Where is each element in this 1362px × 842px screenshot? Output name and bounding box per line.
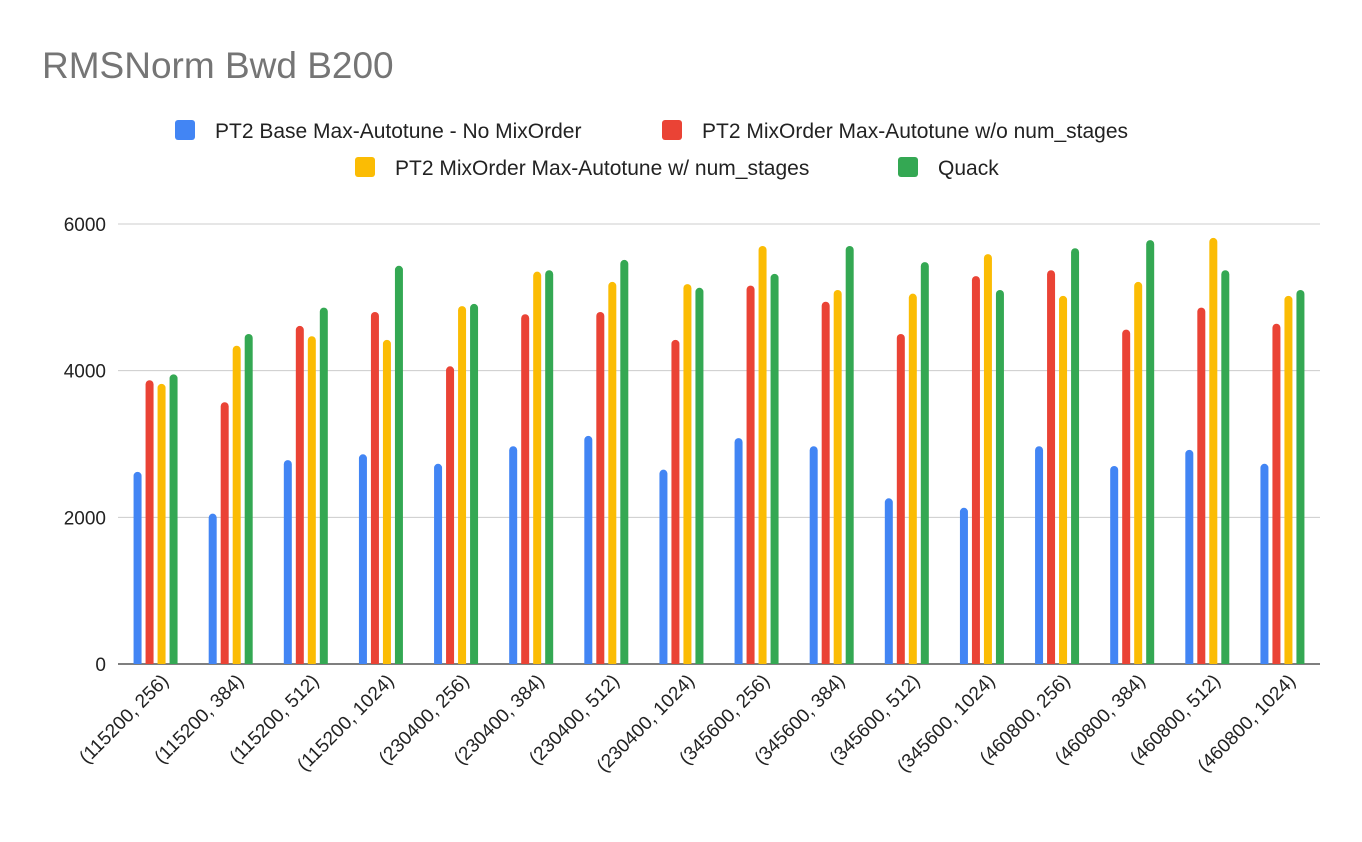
- legend-label: PT2 MixOrder Max-Autotune w/o num_stages: [702, 120, 1128, 143]
- bar: [509, 446, 518, 664]
- bar: [1272, 323, 1281, 664]
- bar: [908, 293, 917, 664]
- bar: [995, 290, 1004, 664]
- bar: [1059, 295, 1068, 664]
- bar: [971, 276, 980, 664]
- legend-label: Quack: [938, 157, 999, 180]
- bar: [1110, 466, 1119, 664]
- bar: [319, 307, 328, 664]
- bar: [545, 270, 554, 664]
- gridlines: 0 2000 4000 6000: [64, 215, 1320, 676]
- bar: [1134, 281, 1143, 664]
- bar: [394, 265, 403, 664]
- bar: [959, 507, 968, 664]
- legend-swatch: [662, 120, 682, 140]
- legend-label: PT2 Base Max-Autotune - No MixOrder: [215, 120, 581, 143]
- bar: [983, 254, 992, 664]
- legend-swatch: [175, 120, 195, 140]
- bar: [133, 471, 142, 664]
- bar: [1260, 463, 1269, 664]
- bar: [770, 273, 779, 664]
- bar: [584, 435, 593, 664]
- bar: [620, 259, 629, 664]
- chart-title: RMSNorm Bwd B200: [42, 45, 394, 86]
- bar: [1221, 270, 1230, 664]
- bar: [1296, 290, 1305, 664]
- bar: [746, 285, 755, 664]
- bar: [1197, 307, 1206, 664]
- bar: [845, 246, 854, 664]
- x-axis-labels: (115200, 256)(115200, 384)(115200, 512)(…: [76, 671, 1300, 777]
- bar: [1146, 240, 1155, 664]
- bar: [521, 314, 530, 664]
- bar: [671, 339, 680, 664]
- bar: [458, 306, 467, 664]
- bar: [208, 513, 217, 664]
- bar: [446, 366, 455, 664]
- bar: [220, 402, 229, 664]
- bars: [133, 237, 1305, 664]
- bar: [1122, 329, 1131, 664]
- bar: [470, 303, 479, 664]
- legend-swatch: [898, 157, 918, 177]
- y-tick-label: 2000: [64, 508, 106, 529]
- bar: [884, 498, 893, 664]
- bar: [608, 281, 617, 664]
- bar: [734, 438, 743, 664]
- bar: [659, 469, 668, 664]
- bar: [283, 460, 292, 664]
- bar: [370, 312, 379, 664]
- bar: [1209, 237, 1218, 664]
- bar: [533, 271, 542, 664]
- bar: [145, 380, 154, 664]
- bar: [920, 262, 929, 664]
- bar: [295, 325, 304, 664]
- bar: [244, 334, 253, 664]
- bar: [307, 336, 316, 664]
- bar: [358, 454, 367, 664]
- bar: [1071, 248, 1080, 664]
- bar: [833, 290, 842, 664]
- legend: PT2 Base Max-Autotune - No MixOrder PT2 M…: [175, 120, 1128, 180]
- y-tick-label: 0: [95, 655, 106, 676]
- bar: [382, 339, 391, 664]
- bar: [758, 246, 767, 664]
- y-tick-label: 6000: [64, 215, 106, 236]
- y-tick-label: 4000: [64, 362, 106, 383]
- legend-label: PT2 MixOrder Max-Autotune w/ num_stages: [395, 157, 809, 180]
- bar: [1284, 295, 1293, 664]
- bar: [683, 284, 692, 664]
- bar: [695, 287, 704, 664]
- bar: [232, 345, 241, 664]
- bar: [1185, 449, 1194, 664]
- bar: [1035, 446, 1044, 664]
- bar: [157, 383, 166, 664]
- bar: [434, 463, 443, 664]
- legend-swatch: [355, 157, 375, 177]
- bar: [896, 334, 905, 664]
- bar: [809, 446, 818, 664]
- bar: [1047, 270, 1056, 664]
- bar: [169, 374, 178, 664]
- bar: [821, 301, 830, 664]
- bar: [596, 312, 605, 664]
